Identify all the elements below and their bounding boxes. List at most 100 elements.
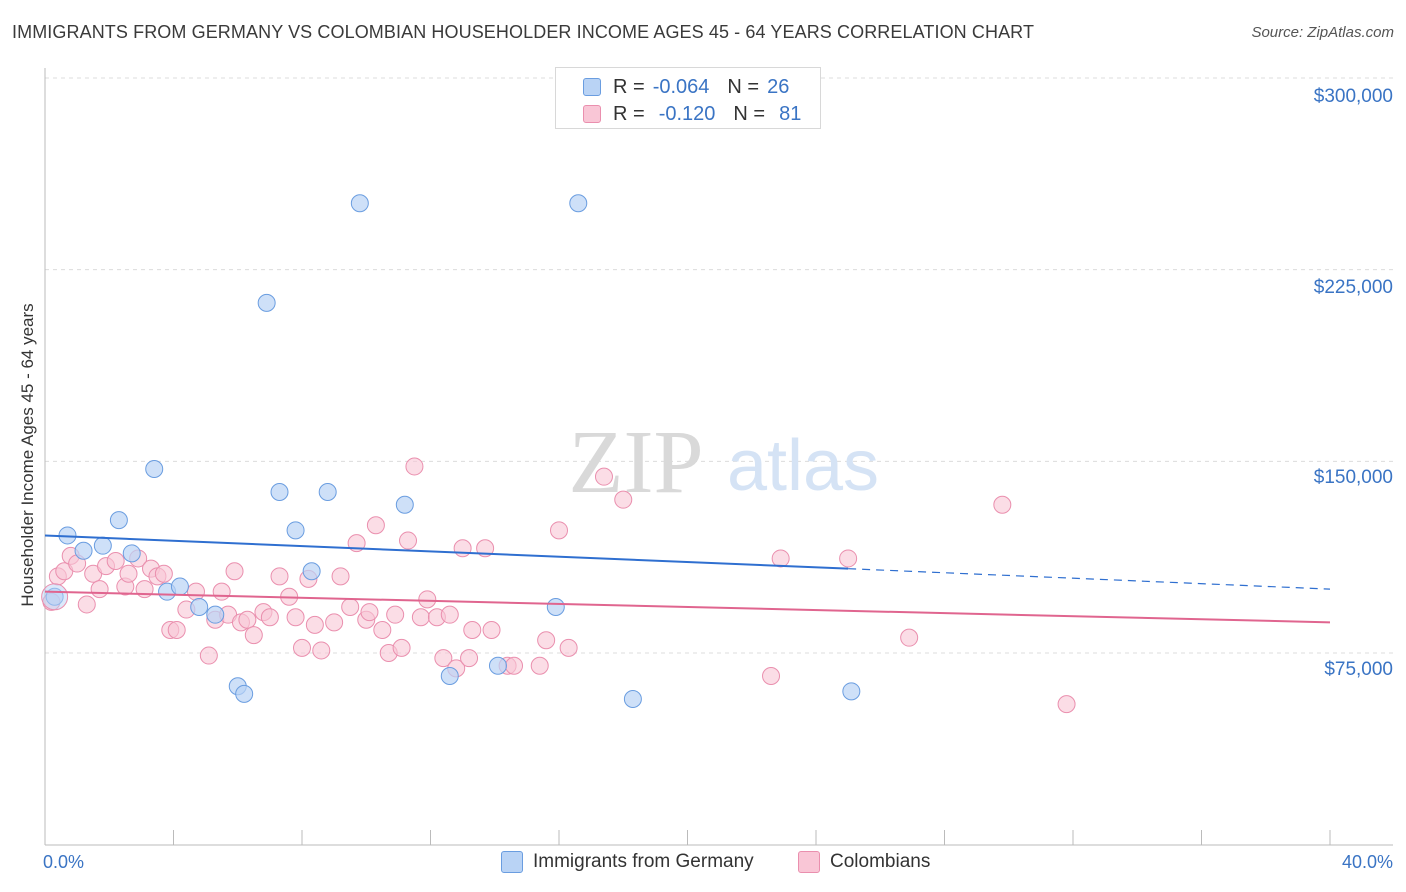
colombians-point	[154, 564, 173, 583]
colombians-point	[293, 638, 311, 657]
colombians-point	[360, 603, 379, 622]
colombians-point	[341, 598, 360, 616]
colombians-point	[167, 621, 186, 639]
colombians-point	[440, 605, 459, 624]
legend-r-label: R =	[613, 102, 645, 125]
colombians-point	[900, 628, 919, 647]
colombians-point	[366, 516, 385, 535]
germany-point	[546, 598, 565, 616]
colombians-point	[505, 656, 524, 675]
legend-n-label: N =	[727, 75, 760, 98]
colombians-point	[614, 490, 633, 509]
germany-point	[109, 511, 128, 530]
germany-point	[440, 667, 459, 685]
source-credit: Source: ZipAtlas.com	[1251, 24, 1394, 41]
germany-point	[350, 194, 369, 213]
germany-point	[318, 483, 337, 501]
colombians-point	[386, 605, 405, 624]
colombians-point	[594, 467, 613, 486]
colombians-point	[482, 621, 501, 639]
watermark-zip: ZIP	[569, 413, 704, 512]
legend-row-colombians: R = -0.120 N = 81	[556, 101, 801, 127]
germany-point	[569, 194, 588, 213]
germany-point	[74, 541, 93, 560]
legend-row-germany: R = -0.064 N = 26	[556, 74, 789, 100]
colombians-point	[199, 646, 218, 665]
colombians-trendline	[44, 590, 1331, 624]
legend-r-value: -0.064	[652, 75, 710, 98]
colombians-point	[463, 621, 482, 639]
colombians-point	[1057, 695, 1076, 714]
y-tick-label: $225,000	[1313, 277, 1393, 298]
legend-item-label: Immigrants from Germany	[533, 851, 754, 872]
legend-n-value: 81	[779, 102, 802, 125]
x-tick-label-end: 40.0%	[1341, 852, 1393, 872]
legend-swatch-blue	[583, 78, 601, 96]
colombians-point	[286, 608, 305, 627]
colombians-point	[460, 649, 479, 668]
colombians-point	[77, 595, 96, 614]
colombians-point	[476, 539, 495, 558]
germany-point	[395, 495, 414, 514]
colombians-point	[762, 667, 781, 685]
colombians-point	[771, 549, 790, 568]
colombians-point	[260, 608, 279, 627]
correlation-legend: R = -0.064 N = 26 R = -0.120 N = 81	[555, 67, 821, 129]
germany-point	[206, 605, 225, 624]
germany-trendline	[44, 534, 849, 570]
germany-point	[235, 684, 254, 703]
legend-n-label: N =	[733, 102, 766, 125]
colombians-point	[270, 567, 289, 586]
colombians-point	[399, 531, 418, 550]
colombians-point	[550, 521, 568, 540]
germany-point	[842, 682, 861, 701]
colombians-point	[106, 552, 125, 570]
legend-swatch-pink	[583, 105, 601, 123]
colombians-point	[839, 549, 858, 568]
legend-n-value: 26	[767, 75, 790, 98]
y-axis-label: Householder Income Ages 45 - 64 years	[18, 303, 37, 607]
x-tick-label-start: 0.0%	[43, 852, 85, 872]
chart-title: IMMIGRANTS FROM GERMANY VS COLOMBIAN HOU…	[12, 22, 1035, 42]
germany-point	[93, 536, 112, 555]
colombians-point	[312, 641, 331, 660]
colombians-point	[405, 457, 424, 476]
y-tick-label: $150,000	[1313, 467, 1393, 488]
colombians-point	[530, 656, 549, 675]
y-tick-label: $75,000	[1324, 659, 1393, 680]
colombians-point	[119, 564, 138, 583]
colombians-point	[186, 582, 205, 601]
legend-item-label: Colombians	[830, 851, 931, 872]
germany-point	[623, 690, 642, 708]
colombians-point	[244, 626, 263, 645]
legend-r-value: -0.120	[658, 102, 716, 125]
germany-point	[270, 483, 289, 501]
colombians-point	[453, 539, 472, 558]
colombians-point	[225, 562, 244, 581]
germany-point	[190, 598, 209, 616]
colombians-point	[411, 608, 430, 627]
colombians-point	[993, 495, 1012, 514]
legend-item-germany[interactable]: Immigrants from Germany	[501, 851, 754, 873]
germany-trendline-extension	[848, 568, 1331, 590]
germany-point	[488, 656, 507, 675]
germany-point	[257, 293, 276, 312]
germany-point	[170, 577, 189, 596]
watermark-atlas: atlas	[727, 426, 879, 506]
cluster-point	[41, 583, 69, 611]
germany-point	[302, 562, 321, 581]
colombians-point	[90, 580, 109, 599]
colombians-point	[537, 631, 556, 650]
colombians-point	[331, 567, 350, 586]
legend-swatch-pink	[798, 851, 820, 873]
y-tick-label: $300,000	[1313, 86, 1393, 107]
colombians-point	[559, 638, 578, 657]
legend-item-colombians[interactable]: Colombians	[798, 851, 930, 873]
colombians-point	[392, 638, 411, 657]
germany-point	[122, 544, 141, 563]
legend-r-label: R =	[613, 75, 645, 98]
colombians-point	[238, 610, 257, 629]
colombians-point	[434, 649, 453, 668]
germany-point	[286, 521, 305, 540]
